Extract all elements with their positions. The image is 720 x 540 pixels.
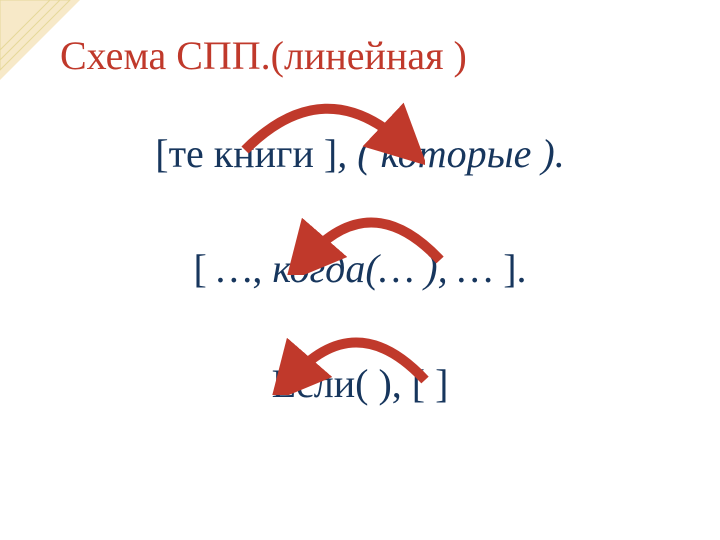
line2-part-b: … — [217, 246, 253, 291]
schema-line-2: [ …, когда(… ), … ]. — [0, 245, 720, 292]
line2-part-d: когда(… ), … — [272, 246, 493, 291]
schema-line-1: [те книги ], ( которые ). — [0, 130, 720, 177]
line2-part-a: [ — [193, 246, 216, 291]
line3-part-a: Если( ), [ ] — [272, 361, 449, 406]
line2-part-e: ]. — [493, 246, 526, 291]
line1-part-b: , ( которые ). — [337, 131, 565, 176]
slide-title: Схема СПП.(линейная ) — [60, 32, 467, 79]
schema-line-3: Если( ), [ ] — [0, 360, 720, 407]
line1-part-a: [те книги ] — [155, 131, 337, 176]
line2-part-c: , — [252, 246, 272, 291]
